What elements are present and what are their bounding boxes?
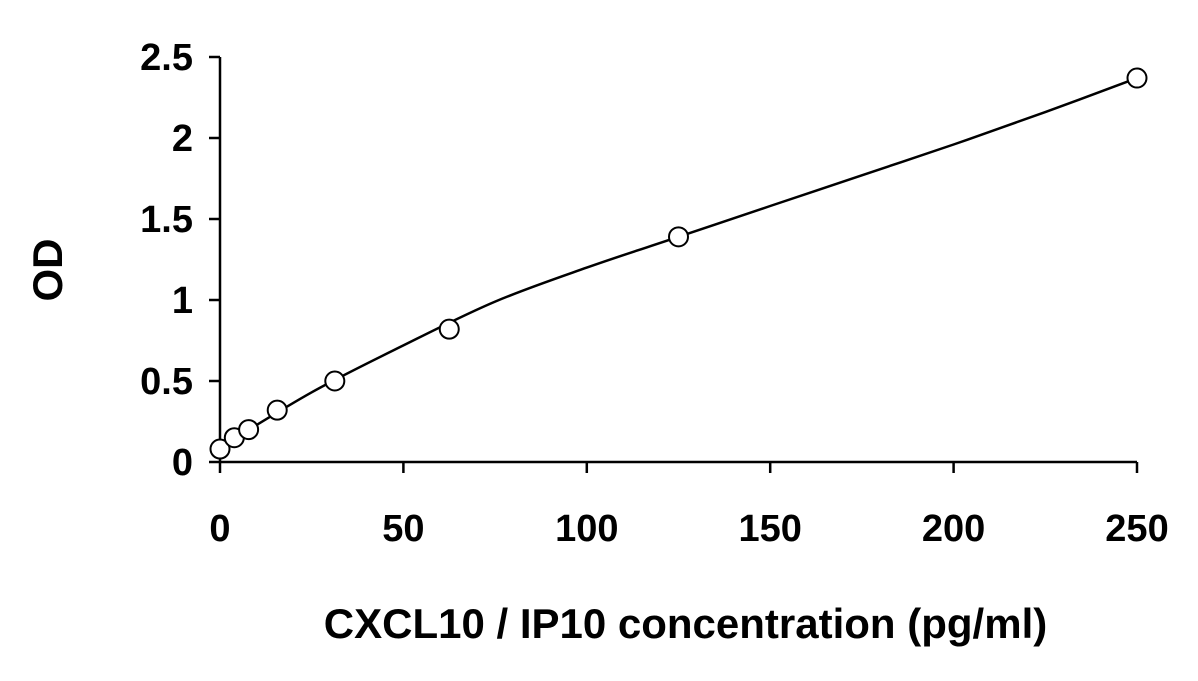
x-tick-label: 100: [555, 508, 618, 550]
y-tick-label: 2.5: [140, 37, 193, 79]
data-point: [668, 226, 689, 248]
y-tick-label: 0.5: [140, 361, 193, 403]
chart-ticks: 0 0.5 1 1.5 2 2.5 0 50 100 150 200 250: [140, 37, 1169, 550]
x-tick-label: 200: [922, 508, 985, 550]
chart-axes: [218, 57, 1137, 464]
y-tick-label: 1.5: [140, 199, 193, 241]
data-point: [209, 438, 231, 460]
data-point: [324, 370, 346, 392]
y-tick-label: 0: [172, 442, 193, 484]
y-axis-title: OD: [24, 239, 71, 302]
data-point: [238, 419, 260, 441]
data-point: [266, 399, 288, 421]
fit-curve: [219, 76, 1138, 449]
x-tick-label: 150: [738, 508, 801, 550]
data-point: [438, 318, 460, 340]
y-tick-label: 1: [172, 280, 193, 322]
x-tick-label: 50: [382, 508, 424, 550]
data-points-group: [209, 67, 1148, 460]
fit-curve-group: [219, 76, 1138, 449]
x-axis-title: CXCL10 / IP10 concentration (pg/ml): [324, 600, 1047, 647]
data-point: [1126, 67, 1148, 89]
x-tick-label: 250: [1105, 508, 1168, 550]
x-tick-label: 0: [209, 508, 230, 550]
y-tick-label: 2: [172, 118, 193, 160]
